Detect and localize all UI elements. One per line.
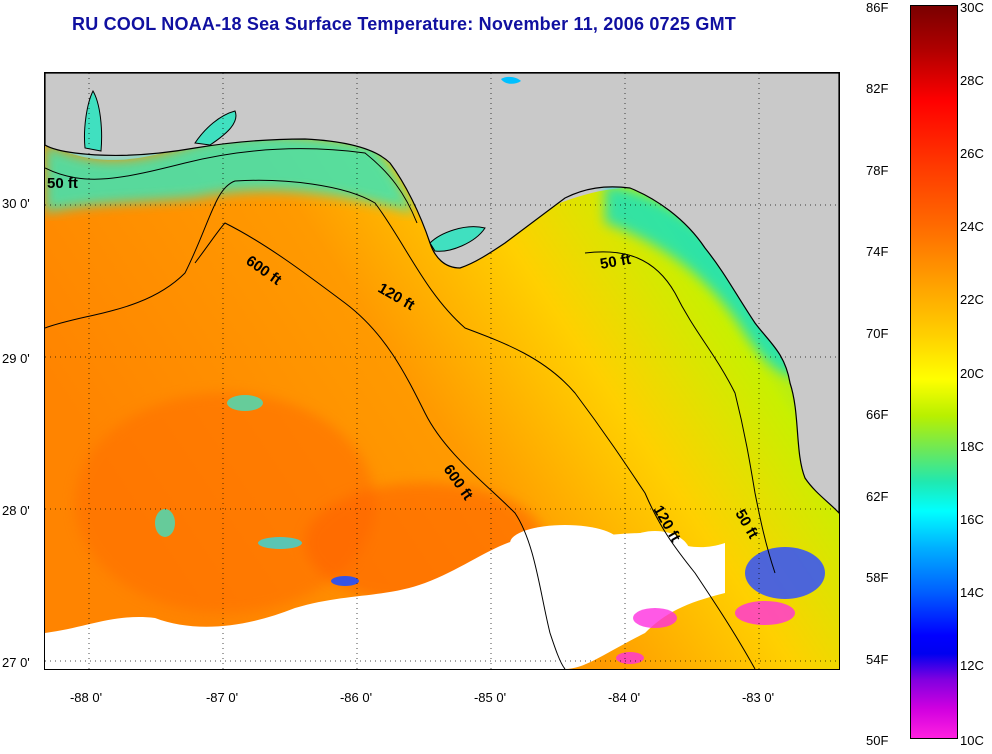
very-cold-water-patch: [735, 601, 795, 625]
sst-map-canvas: 50 ft 600 ft 120 ft 50 ft 600 ft 120 ft …: [45, 73, 839, 669]
longitude-label-84: -84 0': [607, 690, 641, 705]
pensacola-bay: [194, 110, 237, 146]
colorbar-c-label: 18C: [960, 439, 984, 454]
big-bend-cool-water: [605, 185, 805, 376]
longitude-label-85: -85 0': [473, 690, 507, 705]
very-cold-water-patch: [633, 608, 677, 628]
map-title: RU COOL NOAA-18 Sea Surface Temperature:…: [72, 14, 736, 34]
colorbar-f-label: 62F: [866, 489, 889, 504]
contour-label-50ft: 50 ft: [47, 175, 78, 192]
warm-water-patch: [75, 393, 375, 613]
cool-water-patch: [155, 509, 175, 537]
colorbar-f-label: 70F: [866, 326, 889, 341]
cold-water-patch: [745, 547, 825, 599]
colorbar-c-label: 10C: [960, 733, 984, 748]
very-cold-water-patch: [616, 652, 644, 664]
contour-120ft: [45, 179, 756, 669]
temperature-colorbar: [910, 5, 958, 739]
longitude-label-88: -88 0': [69, 690, 103, 705]
colorbar-c-label: 26C: [960, 146, 984, 161]
cool-water-patch: [258, 537, 302, 549]
colorbar-c-label: 28C: [960, 73, 984, 88]
colorbar-c-label: 14C: [960, 585, 984, 600]
cloud-cover: [45, 533, 725, 669]
colorbar-c-label: 16C: [960, 512, 984, 527]
latitude-label-27: 27 0': [2, 655, 30, 670]
nearshore-cool-water: [45, 134, 415, 213]
longitude-label-87: -87 0': [205, 690, 239, 705]
colorbar-c-label: 24C: [960, 219, 984, 234]
sst-map: 50 ft 600 ft 120 ft 50 ft 600 ft 120 ft …: [44, 72, 840, 670]
longitude-label-83: -83 0': [741, 690, 775, 705]
colorbar-f-label: 78F: [866, 163, 889, 178]
apalachicola-bay: [429, 226, 486, 252]
longitude-label-86: -86 0': [339, 690, 373, 705]
contour-600ft: [194, 222, 566, 669]
latitude-label-30: 30 0': [2, 196, 30, 211]
colorbar-f-label: 58F: [866, 570, 889, 585]
latitude-label-29: 29 0': [2, 351, 30, 366]
cloud-cover: [510, 525, 620, 561]
coastline-land: [45, 73, 839, 514]
depth-contours: [45, 148, 776, 669]
colorbar-f-label: 54F: [866, 652, 889, 667]
colorbar-f-label: 50F: [866, 733, 889, 748]
contour-label-50ft: 50 ft: [599, 251, 632, 273]
cool-water-patch: [227, 395, 263, 411]
contour-50ft-east: [584, 251, 776, 574]
latitude-label-28: 28 0': [2, 503, 30, 518]
colorbar-f-label: 66F: [866, 407, 889, 422]
colorbar-f-label: 82F: [866, 81, 889, 96]
colorbar-c-label: 22C: [960, 292, 984, 307]
colorbar-f-label: 74F: [866, 244, 889, 259]
cloud-cover: [575, 559, 635, 587]
colorbar-f-label: 86F: [866, 0, 889, 15]
cold-water-patch: [331, 576, 359, 586]
colorbar-c-label: 12C: [960, 658, 984, 673]
colorbar-c-label: 30C: [960, 0, 984, 15]
contour-50ft-west: [45, 148, 418, 224]
cloud-cover: [620, 531, 690, 575]
mobile-bay: [84, 89, 103, 152]
colorbar-c-label: 20C: [960, 366, 984, 381]
lake: [501, 76, 521, 84]
